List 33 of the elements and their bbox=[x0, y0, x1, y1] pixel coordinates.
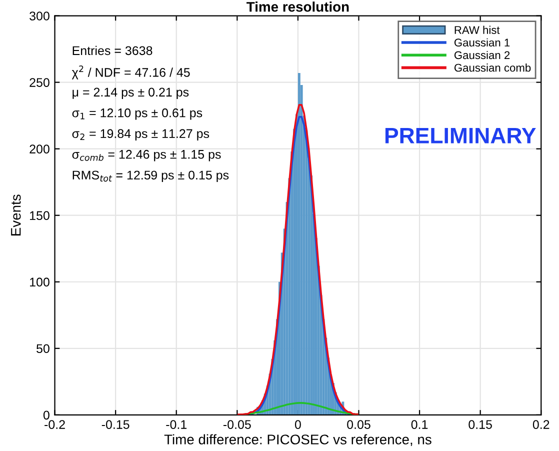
annotation: χ$^{2}$ / NDF = 47.16 / 45 bbox=[72, 65, 190, 80]
legend-label: Gaussian 1 bbox=[454, 38, 510, 47]
legend-label: Gaussian comb bbox=[454, 64, 531, 72]
x-tick-label: 0.1 bbox=[411, 420, 428, 429]
x-tick-label: -0.2 bbox=[44, 420, 65, 429]
annotation: σ$_{1}$ = 12.10 ps ± 0.61 ps bbox=[72, 108, 202, 120]
x-tick-label: 0.2 bbox=[532, 420, 550, 429]
legend-label: Gaussian 2 bbox=[454, 50, 510, 60]
annotation: μ = 2.14 ps ± 0.21 ps bbox=[72, 88, 189, 100]
x-axis-title: Time difference: PICOSEC vs reference, ns bbox=[164, 434, 432, 446]
y-tick-label: 300 bbox=[30, 12, 50, 20]
annotation: σ$_{comb}$ = 12.46 ps ± 1.15 ps bbox=[72, 150, 221, 162]
chart-title: Time resolution bbox=[246, 2, 349, 12]
x-tick-label: -0.05 bbox=[223, 420, 251, 429]
annotation: RMS$_{tot}$ = 12.59 ps ± 0.15 ps bbox=[72, 170, 229, 182]
annotation: PRELIMINARY bbox=[385, 128, 536, 144]
y-tick-label: 0 bbox=[43, 410, 50, 420]
legend-label: RAW hist bbox=[454, 26, 500, 34]
line-series bbox=[237, 104, 358, 415]
x-tick-label: 0.15 bbox=[468, 420, 492, 429]
annotation: Entries = 3638 bbox=[72, 46, 152, 56]
y-tick-label: 50 bbox=[36, 344, 50, 354]
x-tick-label: 0 bbox=[294, 420, 301, 429]
x-tick-label: -0.1 bbox=[166, 420, 187, 429]
x-tick-label: 0.05 bbox=[347, 420, 370, 429]
annotation: σ$_{2}$ = 19.84 ps ± 11.27 ps bbox=[72, 129, 210, 140]
y-axis-title: Events bbox=[11, 194, 21, 236]
y-tick-label: 100 bbox=[30, 278, 50, 287]
y-tick-label: 250 bbox=[30, 78, 50, 87]
line-series bbox=[250, 116, 352, 414]
x-tick-label: -0.15 bbox=[102, 420, 130, 429]
y-tick-label: 200 bbox=[30, 144, 50, 154]
y-tick-label: 150 bbox=[30, 211, 50, 220]
